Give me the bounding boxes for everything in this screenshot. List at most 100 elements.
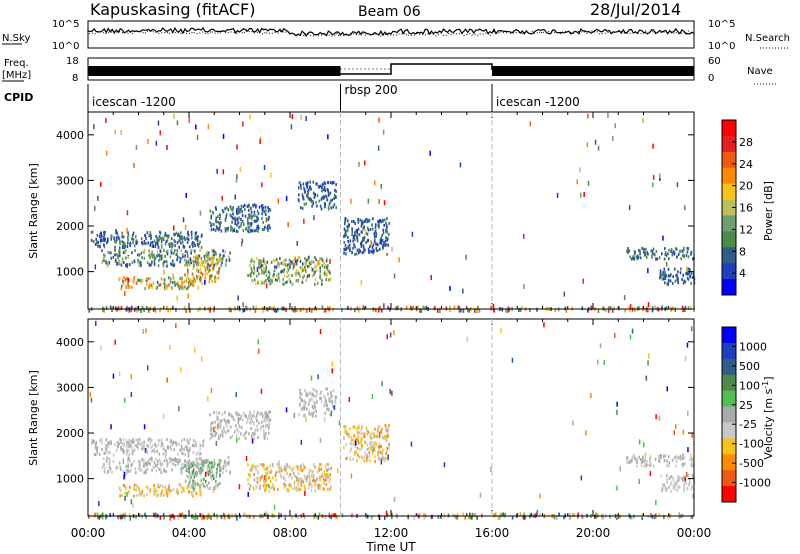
power-cell xyxy=(318,262,321,266)
velocity-cell xyxy=(175,323,177,329)
velocity-cell xyxy=(647,463,649,467)
power-cell xyxy=(265,209,267,213)
power-cell xyxy=(259,258,262,262)
velocity-cell xyxy=(213,486,216,490)
velocity-cell xyxy=(265,511,267,517)
power-cell xyxy=(132,231,135,235)
power-cell xyxy=(643,247,645,251)
power-cell xyxy=(120,129,122,135)
power-cell xyxy=(268,215,270,219)
velocity-cell xyxy=(263,411,266,415)
power-cell xyxy=(249,222,251,226)
power-cell xyxy=(690,252,692,256)
power-cell xyxy=(304,190,306,194)
power-cell xyxy=(314,193,317,196)
velocity-cell xyxy=(200,493,202,497)
velocity-cell xyxy=(256,464,259,468)
power-cell xyxy=(375,223,377,227)
velocity-cell xyxy=(573,512,576,517)
power-cell xyxy=(358,248,360,252)
velocity-cell xyxy=(252,414,254,418)
power-cell xyxy=(324,182,326,186)
velocity-cell xyxy=(319,462,321,466)
velocity-colorbar-band xyxy=(722,454,736,471)
power-cell xyxy=(265,263,267,267)
velocity-cell xyxy=(659,454,662,458)
velocity-cell xyxy=(643,460,646,464)
power-cell xyxy=(673,252,676,256)
power-cell xyxy=(296,308,299,313)
velocity-cell xyxy=(632,455,634,459)
velocity-cell xyxy=(224,459,226,463)
velocity-cell xyxy=(135,488,138,492)
velocity-cell xyxy=(139,462,141,466)
power-cell xyxy=(176,241,179,245)
power-cell xyxy=(362,250,365,254)
power-cell xyxy=(256,226,258,230)
velocity-cell xyxy=(386,458,389,462)
velocity-cell xyxy=(361,425,363,429)
velocity-cell xyxy=(163,469,166,473)
velocity-cell xyxy=(177,515,180,520)
power-cell xyxy=(347,223,350,229)
velocity-cell xyxy=(662,483,664,487)
power-cell xyxy=(164,284,166,288)
power-cell xyxy=(361,219,363,223)
velocity-cell xyxy=(179,448,181,452)
power-cell xyxy=(261,264,264,268)
power-cell xyxy=(219,213,222,217)
power-cell xyxy=(102,238,104,242)
power-cell xyxy=(218,267,221,270)
velocity-cell xyxy=(201,482,204,486)
velocity-cell xyxy=(135,493,138,497)
velocity-cell xyxy=(326,462,329,466)
velocity-cell xyxy=(616,485,618,491)
velocity-cell xyxy=(297,465,299,469)
velocity-cell xyxy=(665,474,668,478)
power-cell xyxy=(165,240,168,243)
velocity-cell xyxy=(323,469,325,473)
velocity-cell xyxy=(280,469,283,473)
power-cell xyxy=(97,240,100,244)
power-cell xyxy=(286,265,289,269)
velocity-cell xyxy=(188,485,190,489)
velocity-cell xyxy=(169,489,172,493)
power-cell xyxy=(210,228,213,232)
velocity-cell xyxy=(330,411,333,417)
power-cell xyxy=(225,215,227,219)
power-cell xyxy=(172,273,174,279)
power-cell xyxy=(306,275,309,279)
power-cell xyxy=(384,218,386,222)
velocity-cell xyxy=(647,360,649,366)
velocity-cell xyxy=(93,453,96,457)
velocity-cell xyxy=(250,427,252,430)
power-cell xyxy=(155,242,157,246)
power-cell xyxy=(220,257,222,261)
power-cell xyxy=(299,181,301,185)
velocity-cell xyxy=(215,471,218,475)
velocity-cell xyxy=(652,464,655,468)
power-cell xyxy=(256,215,258,219)
power-cell xyxy=(354,231,356,235)
velocity-cell xyxy=(200,479,202,483)
velocity-cell xyxy=(264,489,267,493)
power-cell xyxy=(133,279,135,283)
power-cell xyxy=(314,264,317,268)
power-cell xyxy=(209,268,211,272)
power-cell xyxy=(261,228,264,232)
power-cell xyxy=(382,231,385,235)
power-colorbar-band xyxy=(722,263,736,280)
velocity-cell xyxy=(357,453,359,457)
power-cell xyxy=(652,174,655,180)
power-cell xyxy=(683,308,685,312)
velocity-cell xyxy=(304,413,306,417)
power-cell xyxy=(505,308,507,313)
power-cell xyxy=(192,283,194,287)
power-cell xyxy=(154,244,156,248)
power-cell xyxy=(379,238,382,242)
velocity-cell xyxy=(677,456,679,460)
velocity-cell xyxy=(259,487,261,491)
velocity-cell xyxy=(228,412,230,416)
power-cell xyxy=(662,273,664,277)
velocity-cell xyxy=(312,473,315,477)
